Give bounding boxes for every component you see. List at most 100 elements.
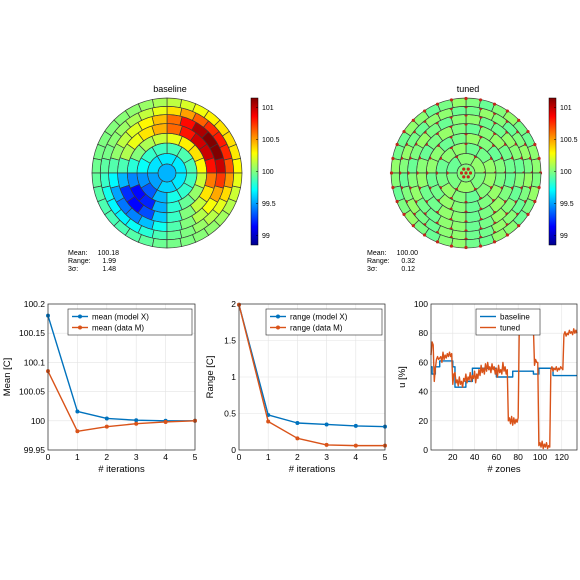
series-1-point bbox=[104, 424, 109, 429]
series-1-point bbox=[353, 443, 358, 448]
y-tick-label: 1.5 bbox=[224, 336, 236, 346]
x-tick-label: 5 bbox=[193, 452, 198, 462]
legend: range (model X) range (data M) bbox=[265, 308, 383, 336]
tuned-cell bbox=[390, 172, 401, 189]
x-tick-label: 0 bbox=[237, 452, 242, 462]
baseline-cell bbox=[91, 157, 102, 174]
tuned-sensor-dot bbox=[411, 224, 415, 228]
tuned-title: tuned bbox=[457, 84, 480, 94]
tuned-sensor-dot bbox=[505, 109, 509, 113]
x-axis-label: # zones bbox=[487, 464, 521, 475]
baseline-stats: Mean: 100.18 Range: 1.99 3σ: 1.48 bbox=[68, 250, 119, 273]
tuned-stat-sigma-label: 3σ: bbox=[367, 266, 377, 273]
u-line-chart: 20 40 60 80 100 120 0 20 40 60 80 100 # zones u [%] ba… bbox=[397, 299, 578, 475]
series-0-point bbox=[104, 416, 109, 421]
colorbar-tick-label: 99 bbox=[262, 233, 270, 240]
x-tick-label: 120 bbox=[555, 452, 569, 462]
tuned-sensor-dot bbox=[526, 130, 530, 134]
tuned-stat-range-label: Range: bbox=[367, 258, 390, 265]
tuned-cell bbox=[450, 238, 467, 249]
baseline-cell bbox=[232, 172, 243, 189]
baseline-stat-mean-label: Mean: bbox=[68, 250, 88, 257]
series-1-point bbox=[163, 419, 168, 424]
tuned-sensor-dot bbox=[478, 98, 483, 102]
tuned-sensor-dot bbox=[478, 244, 483, 248]
x-tick-label: 0 bbox=[46, 452, 51, 462]
tuned-sensor-dot bbox=[391, 185, 395, 190]
x-axis-label: # iterations bbox=[98, 464, 145, 475]
series-1-point bbox=[266, 419, 271, 424]
x-tick-label: 2 bbox=[104, 452, 109, 462]
y-tick-label: 2 bbox=[231, 299, 236, 309]
y-tick-label: 1 bbox=[231, 372, 236, 382]
x-tick-label: 3 bbox=[324, 452, 329, 462]
tuned-sensor-dot bbox=[395, 199, 399, 204]
tuned-center-dot bbox=[462, 167, 466, 171]
tuned-sensor-dot bbox=[517, 224, 521, 228]
colorbar-tick-label: 101 bbox=[262, 105, 274, 112]
legend-entry-0: baseline bbox=[500, 313, 530, 322]
series-line-0 bbox=[238, 304, 386, 428]
series-1-point bbox=[324, 442, 329, 447]
y-tick-label: 100.1 bbox=[24, 357, 46, 367]
tuned-sensor-dot bbox=[391, 156, 395, 161]
series-line-1 bbox=[430, 326, 578, 450]
tuned-heatmap-panel: tuned 101 100.5 100 99.5 99 Mean: 100.00 Ran… bbox=[367, 84, 578, 273]
tuned-cell bbox=[531, 172, 542, 189]
legend-entry-1: tuned bbox=[500, 324, 520, 333]
legend-marker-1 bbox=[276, 325, 280, 330]
baseline-cell bbox=[91, 172, 102, 189]
tuned-center-dot bbox=[462, 175, 466, 179]
x-axis-label: # iterations bbox=[289, 464, 336, 475]
x-tick-label: 4 bbox=[353, 452, 358, 462]
colorbar-tick-label: 100 bbox=[560, 169, 572, 176]
y-tick-label: 80 bbox=[419, 328, 429, 338]
y-tick-label: 0 bbox=[423, 445, 428, 455]
colorbar-tick-label: 99.5 bbox=[560, 201, 574, 208]
y-axis-label: Mean [C] bbox=[2, 358, 13, 397]
x-tick-label: 2 bbox=[295, 452, 300, 462]
tuned-sensor-dot bbox=[537, 156, 541, 161]
series-0-point bbox=[75, 409, 80, 414]
tuned-stats: Mean: 100.00 Range: 0.32 3σ: 0.12 bbox=[367, 250, 418, 273]
tuned-stat-sigma-value: 0.12 bbox=[401, 266, 415, 273]
series-0-point bbox=[353, 423, 358, 428]
y-tick-label: 100.05 bbox=[19, 387, 45, 397]
series-0-point bbox=[295, 420, 300, 425]
tuned-sensor-dot bbox=[492, 102, 497, 106]
legend: baseline tuned bbox=[475, 308, 541, 336]
tuned-center-dot bbox=[466, 175, 470, 179]
colorbar-tick-label: 101 bbox=[560, 105, 572, 112]
series-0-point bbox=[134, 418, 139, 423]
series-line-1 bbox=[238, 304, 385, 447]
x-tick-label: 80 bbox=[513, 452, 523, 462]
legend-entry-0: mean (model X) bbox=[92, 313, 149, 322]
tuned-sensor-dot bbox=[533, 199, 537, 204]
y-axis-label: u [%] bbox=[397, 366, 408, 388]
tuned-sensor-dot bbox=[449, 244, 454, 248]
y-tick-label: 100 bbox=[31, 416, 45, 426]
tuned-sensor-dot bbox=[492, 240, 497, 244]
range-line-chart: 0 1 2 3 4 5 0 0.5 1 1.5 2 # iterations Range [C] rang… bbox=[205, 299, 388, 475]
tuned-sensor-dot bbox=[389, 171, 394, 175]
tuned-sensor-dot bbox=[395, 142, 399, 147]
colorbar-tick-label: 99 bbox=[560, 233, 568, 240]
tuned-disk bbox=[389, 96, 543, 250]
baseline-disk bbox=[91, 97, 243, 249]
baseline-stat-range-label: Range: bbox=[68, 258, 91, 265]
legend-box bbox=[67, 308, 193, 336]
baseline-stat-range-value: 1.99 bbox=[102, 258, 116, 265]
tuned-sensor-dot bbox=[526, 212, 530, 216]
tuned-sensor-dot bbox=[402, 130, 406, 134]
baseline-heatmap-panel: baseline 101 100.5 100 99.5 99 Mean: 100.18 … bbox=[68, 84, 280, 273]
legend-entry-1: mean (data M) bbox=[92, 324, 144, 333]
x-tick-label: 20 bbox=[448, 452, 458, 462]
legend-marker-1 bbox=[78, 325, 82, 330]
mean-line-chart: 0 1 2 3 4 5 99.95 100 100.05 100.1 100.15 100.2 # it… bbox=[2, 299, 198, 475]
x-tick-label: 3 bbox=[134, 452, 139, 462]
legend-entry-1: range (data M) bbox=[290, 324, 343, 333]
baseline-cell bbox=[166, 238, 183, 249]
series-1-point bbox=[134, 421, 139, 426]
legend-entry-0: range (model X) bbox=[290, 313, 348, 322]
